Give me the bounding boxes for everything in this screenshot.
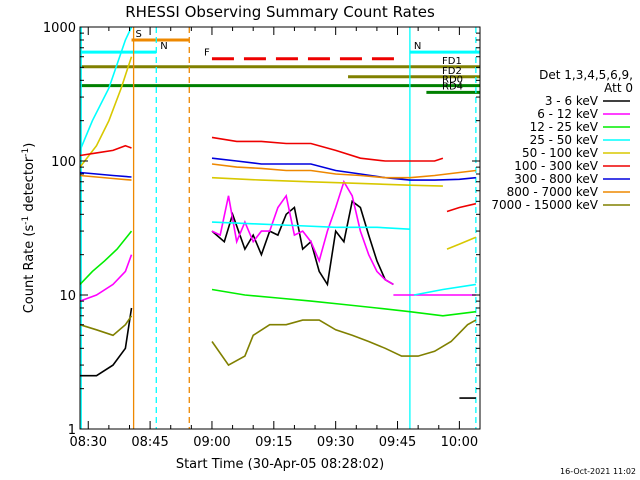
series-3 [79, 26, 477, 296]
legend-header-line2: Att 0 [604, 81, 633, 95]
series-4 [79, 56, 477, 250]
flag-label-s: S [136, 29, 142, 40]
series-line [211, 221, 410, 230]
y-tick-label: 1000 [43, 21, 76, 36]
series-line [211, 176, 443, 187]
flag-label-f: F [204, 48, 210, 59]
x-tick-label: 08:45 [131, 435, 168, 450]
series-6 [79, 157, 476, 181]
y-tick-label: 10 [59, 289, 76, 304]
series-line [211, 288, 476, 317]
x-tick-label: 09:00 [193, 435, 230, 450]
x-tick-label: 10:00 [441, 435, 478, 450]
series-line [79, 254, 133, 302]
series-line [79, 230, 133, 285]
flag-label-n: N [414, 41, 421, 52]
series-line [211, 136, 444, 162]
series-line [79, 315, 133, 337]
series-line [211, 157, 476, 181]
data-series [79, 26, 477, 399]
series-line [446, 202, 477, 213]
vertical-markers [80, 27, 477, 429]
footer-stamp: 16-Oct-2021 11:02 [560, 467, 636, 476]
chart-title: RHESSI Observing Summary Count Rates [125, 3, 435, 21]
legend-label: 12 - 25 keV [530, 120, 599, 134]
series-line [446, 236, 477, 250]
series-line [80, 307, 133, 377]
series-line [211, 163, 476, 179]
series-7 [79, 163, 476, 181]
series-0 [80, 199, 476, 399]
legend-label: 25 - 50 keV [530, 133, 599, 147]
legend-header-line1: Det 1,3,4,5,6,9, [539, 68, 633, 82]
legend-label: 3 - 6 keV [545, 94, 599, 108]
series-line [79, 174, 132, 181]
series-5 [79, 136, 477, 213]
x-tick-label: 09:45 [379, 435, 416, 450]
x-tick-label: 08:30 [70, 435, 107, 450]
flag-label-fd1: FD1 [442, 56, 462, 67]
plot-frame [79, 26, 481, 430]
flag-label-rd4: RD4 [442, 81, 463, 92]
series-2 [79, 230, 476, 317]
legend-label: 800 - 7000 keV [507, 185, 599, 199]
series-line [79, 56, 133, 168]
series-line [79, 144, 132, 157]
legend-label: 6 - 12 keV [537, 107, 599, 121]
x-tick-label: 09:30 [317, 435, 354, 450]
legend-label: 300 - 800 keV [514, 172, 598, 186]
y-tick-label: 100 [51, 155, 76, 170]
x-tick-label: 09:15 [255, 435, 292, 450]
y-axis-label: Count Rate (s-1 detector-1) [21, 143, 37, 314]
series-line [211, 179, 394, 286]
axes: 1 10 100 1000 08:30 08:45 09:00 09:15 09:30 09:45… [43, 21, 481, 450]
legend-label: 7000 - 15000 keV [491, 198, 598, 212]
flag-label-n: N [160, 41, 167, 52]
flag-label-fd2: FD2 [442, 66, 462, 77]
y-tick-label: 1 [68, 423, 76, 438]
series-8 [79, 315, 477, 367]
series-line [79, 26, 133, 151]
series-line [413, 283, 477, 296]
series-line [211, 199, 394, 287]
flag-label-rd0: RD0 [442, 75, 463, 86]
legend-label: 100 - 300 keV [514, 159, 598, 173]
series-line [79, 171, 132, 178]
series-line [211, 319, 477, 367]
series-1 [79, 179, 476, 302]
legend-label: 50 - 100 keV [522, 146, 599, 160]
x-axis-label: Start Time (30-Apr-05 08:28:02) [176, 457, 384, 472]
